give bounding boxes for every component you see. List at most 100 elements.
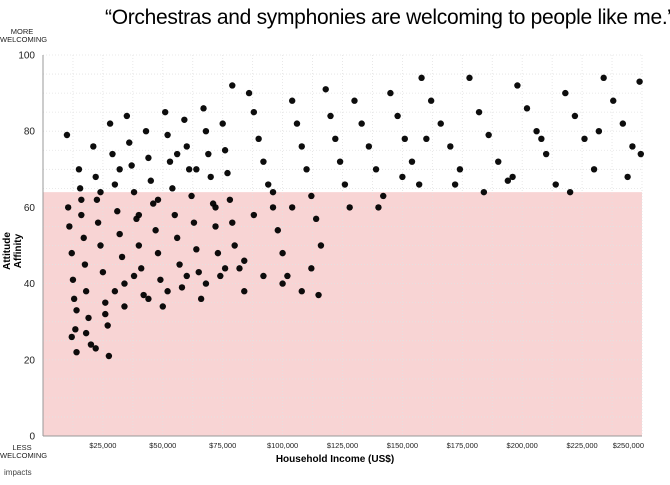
data-point — [437, 120, 444, 127]
data-point — [92, 345, 99, 352]
data-point — [423, 135, 430, 143]
data-point — [195, 268, 202, 276]
y-top-caption-line-2: WELCOMING — [0, 35, 48, 44]
data-point — [105, 352, 113, 360]
data-point — [562, 89, 569, 97]
data-point — [250, 211, 258, 219]
data-point — [269, 204, 277, 211]
y-top-caption-line-1: MORE — [10, 27, 34, 36]
data-point — [135, 242, 143, 249]
data-point — [173, 234, 181, 242]
data-point — [322, 86, 329, 93]
data-point — [147, 177, 155, 184]
data-point — [78, 196, 85, 203]
data-point — [293, 120, 301, 127]
data-point — [255, 135, 262, 143]
data-point — [116, 166, 123, 173]
data-point — [123, 112, 131, 120]
data-point — [571, 112, 579, 120]
data-point — [380, 192, 387, 200]
data-point — [229, 219, 236, 226]
x-tick-label: $175,000 — [447, 441, 478, 450]
data-point — [274, 227, 282, 234]
data-point — [219, 120, 226, 127]
data-point — [128, 162, 135, 169]
data-point — [394, 112, 401, 120]
data-point — [427, 97, 435, 104]
data-point — [118, 253, 126, 261]
data-point — [82, 288, 90, 295]
data-point — [610, 97, 617, 104]
y-tick-label: 40 — [24, 279, 36, 290]
data-point — [145, 295, 152, 303]
data-point — [85, 314, 92, 322]
data-point — [336, 158, 344, 165]
data-point — [109, 150, 116, 158]
data-point — [76, 185, 84, 192]
y-bottom-caption: LESS WELCOMING — [0, 444, 47, 460]
data-point — [241, 288, 248, 295]
data-point — [169, 185, 176, 192]
data-point — [93, 196, 101, 203]
x-tick-label: $150,000 — [387, 441, 418, 450]
data-point — [288, 97, 296, 104]
data-point — [231, 242, 238, 249]
data-point — [221, 265, 229, 272]
x-tick-label: $125,000 — [327, 441, 358, 450]
data-point — [372, 166, 380, 173]
data-point — [166, 158, 174, 165]
data-point — [346, 204, 353, 211]
data-point — [154, 196, 162, 203]
data-point — [161, 108, 169, 116]
data-point — [73, 348, 80, 356]
data-point — [68, 333, 75, 341]
data-point — [178, 284, 186, 291]
data-point — [92, 173, 99, 181]
data-point — [514, 82, 521, 89]
data-point — [94, 219, 102, 226]
data-point — [66, 223, 73, 230]
data-point — [538, 135, 545, 143]
data-point — [509, 173, 516, 181]
data-point — [193, 166, 200, 173]
data-point — [82, 329, 90, 337]
data-point — [315, 291, 322, 299]
x-tick-label: $50,000 — [149, 441, 176, 450]
data-point — [590, 166, 598, 173]
data-point — [81, 261, 89, 268]
data-point — [451, 181, 459, 188]
data-point — [63, 131, 71, 139]
data-point — [97, 188, 104, 196]
data-point — [265, 181, 272, 188]
data-point — [99, 268, 107, 276]
data-point — [224, 169, 231, 177]
data-point — [600, 74, 607, 82]
data-point — [387, 89, 394, 97]
data-point — [181, 116, 188, 123]
data-point — [279, 280, 286, 287]
data-point — [212, 223, 219, 230]
data-point — [202, 128, 210, 135]
data-point — [202, 280, 210, 287]
data-point — [542, 150, 550, 158]
data-point — [130, 272, 138, 280]
data-point — [152, 227, 159, 234]
data-point — [399, 173, 406, 181]
data-point — [205, 150, 212, 158]
data-point — [284, 272, 291, 280]
data-point — [217, 272, 224, 280]
data-point — [97, 242, 104, 249]
x-tick-label: $75,000 — [209, 441, 236, 450]
data-point — [269, 188, 277, 196]
data-point — [171, 211, 178, 219]
data-point — [116, 230, 123, 238]
data-point — [138, 265, 145, 272]
data-point — [111, 181, 119, 188]
y-tick-label: 60 — [24, 203, 36, 214]
data-point — [288, 204, 296, 211]
data-point — [303, 166, 310, 173]
data-point — [533, 128, 540, 135]
data-point — [200, 105, 207, 112]
data-point — [126, 139, 133, 146]
